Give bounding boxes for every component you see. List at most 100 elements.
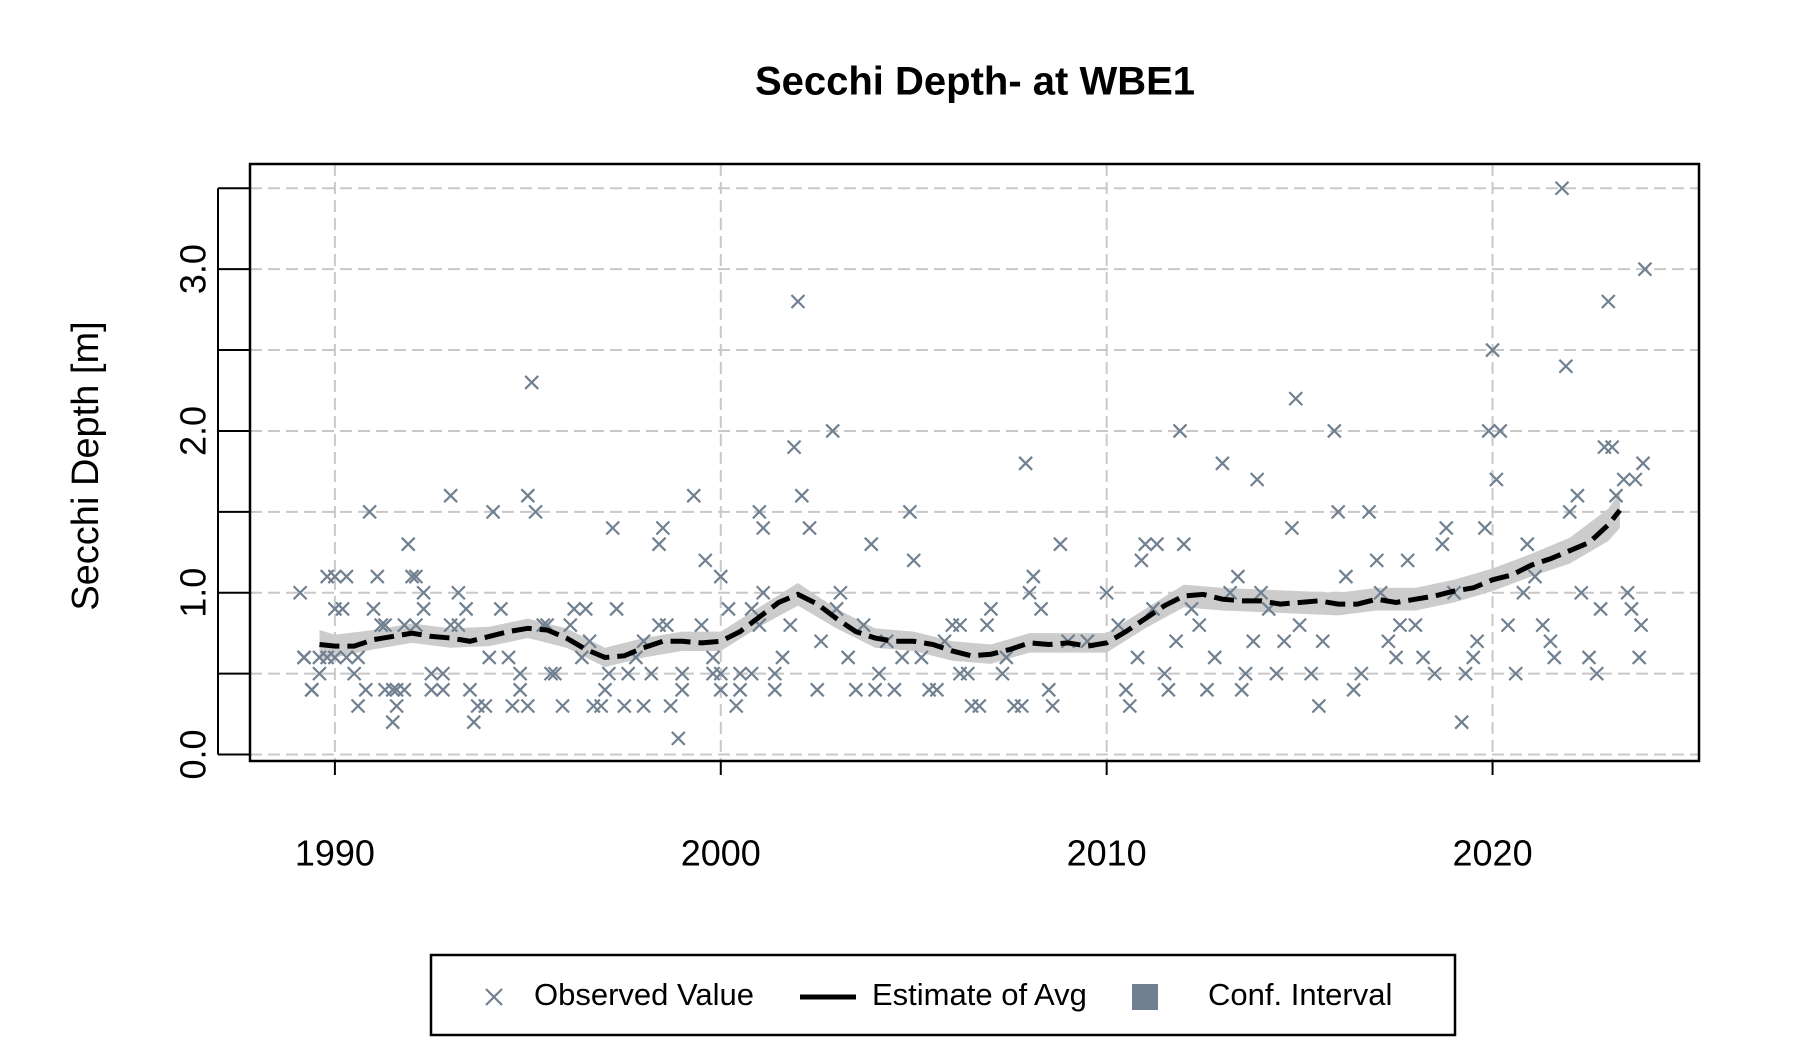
observed-point xyxy=(327,650,343,665)
observed-point xyxy=(713,682,729,698)
observed-point xyxy=(1492,423,1508,439)
observed-point xyxy=(755,520,771,536)
observed-point xyxy=(929,682,945,698)
observed-point xyxy=(350,650,366,665)
observed-point xyxy=(1014,698,1030,714)
observed-point xyxy=(728,698,744,714)
observed-point xyxy=(732,666,748,681)
legend-box xyxy=(429,953,1457,1037)
observed-point xyxy=(752,504,767,520)
observed-point xyxy=(655,520,671,536)
observed-point xyxy=(887,682,902,698)
observed-point xyxy=(1485,342,1500,358)
observed-point xyxy=(802,520,817,536)
observed-point xyxy=(867,682,883,698)
observed-point xyxy=(721,601,736,617)
observed-point xyxy=(377,617,393,633)
observed-point xyxy=(813,633,829,649)
observed-point xyxy=(1570,488,1585,503)
observed-point xyxy=(906,553,922,568)
observed-point xyxy=(1192,617,1207,633)
observed-point xyxy=(397,617,412,633)
observed-point xyxy=(435,666,451,681)
observed-point xyxy=(1554,180,1570,196)
observed-point xyxy=(1269,666,1284,681)
observed-point xyxy=(1253,585,1269,601)
observed-point xyxy=(1045,698,1060,714)
observed-point xyxy=(485,504,501,520)
observed-point xyxy=(451,585,466,601)
observed-point xyxy=(1500,617,1516,633)
observed-point xyxy=(1373,585,1388,601)
observed-point xyxy=(1589,666,1605,681)
observed-point xyxy=(1608,488,1624,503)
observed-point xyxy=(366,601,381,617)
observed-point xyxy=(1338,569,1354,584)
observed-point xyxy=(755,585,771,601)
observed-point xyxy=(1388,650,1404,665)
observed-point xyxy=(400,536,416,552)
observed-point xyxy=(644,666,659,681)
observed-point xyxy=(578,601,593,617)
legend-marker xyxy=(1132,984,1158,1010)
observed-point xyxy=(501,650,516,665)
observed-point xyxy=(767,682,783,698)
observed-point xyxy=(1454,714,1469,730)
observed-point xyxy=(547,666,563,681)
observed-point xyxy=(512,666,528,681)
observed-point xyxy=(601,666,617,681)
observed-point xyxy=(1149,536,1165,552)
observed-point xyxy=(1137,536,1153,552)
observed-point xyxy=(825,423,840,439)
observed-point xyxy=(894,650,910,665)
observed-point xyxy=(732,682,748,698)
observed-point xyxy=(358,682,374,698)
observed-point xyxy=(786,439,802,455)
observed-point xyxy=(1215,456,1230,471)
observed-point xyxy=(1330,504,1346,520)
observed-point xyxy=(1346,682,1361,698)
y-tick-label: 2.0 xyxy=(173,406,214,456)
observed-point xyxy=(458,601,474,617)
observed-point xyxy=(1562,504,1578,520)
x-tick-label: 2000 xyxy=(681,833,761,874)
observed-point xyxy=(775,650,790,665)
observed-point xyxy=(339,569,354,584)
observed-point xyxy=(524,375,539,390)
x-tick-label: 1990 xyxy=(295,833,375,874)
observed-point xyxy=(705,650,721,665)
observed-point xyxy=(952,617,968,633)
observed-point xyxy=(443,488,458,503)
observed-point xyxy=(389,698,404,714)
observed-point xyxy=(1134,553,1149,568)
observed-point xyxy=(840,650,856,665)
observed-point xyxy=(566,601,582,617)
observed-point xyxy=(1172,423,1188,439)
observed-point xyxy=(416,601,431,617)
y-tick-label: 0.0 xyxy=(173,730,214,780)
observed-point xyxy=(481,650,497,665)
observed-point xyxy=(671,731,686,746)
observed-point xyxy=(1110,617,1126,633)
observed-point xyxy=(1527,569,1543,584)
observed-point xyxy=(848,682,864,698)
observed-point xyxy=(1465,650,1481,665)
observed-point xyxy=(1604,439,1620,455)
observed-point xyxy=(1053,536,1068,552)
observed-point xyxy=(794,488,810,503)
observed-point xyxy=(416,585,431,601)
observed-point xyxy=(617,698,632,714)
x-tick-label: 2020 xyxy=(1453,833,1533,874)
x-tick-label: 2010 xyxy=(1067,833,1147,874)
observed-point xyxy=(408,569,424,584)
observed-point xyxy=(659,617,675,633)
estimate-line xyxy=(319,508,1622,660)
observed-point xyxy=(979,617,995,633)
observed-point xyxy=(1635,456,1651,471)
observed-point xyxy=(1361,504,1377,520)
observed-point xyxy=(555,698,570,714)
observed-point xyxy=(1381,633,1396,649)
observed-point xyxy=(1620,585,1635,601)
observed-point xyxy=(512,682,528,698)
observed-point xyxy=(505,698,520,714)
